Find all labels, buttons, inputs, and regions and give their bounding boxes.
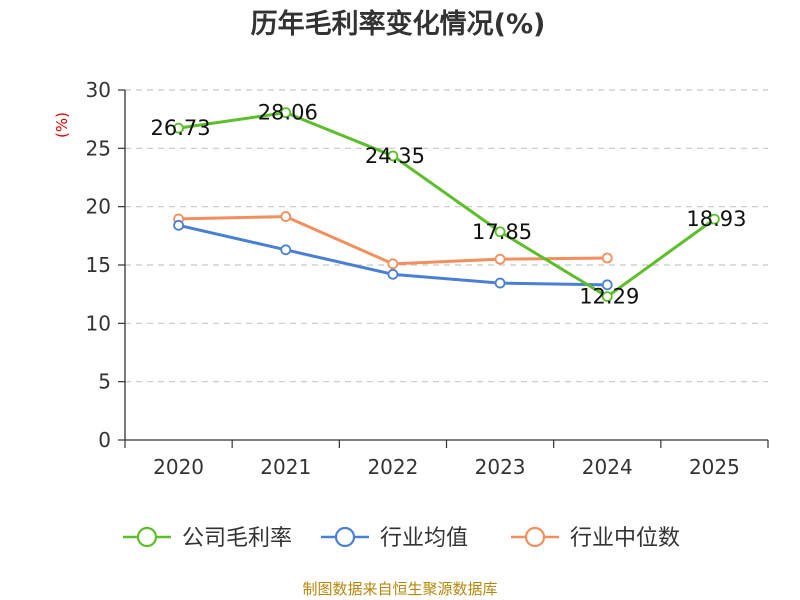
legend-marker	[334, 526, 356, 548]
y-tick-label: 10	[86, 311, 111, 335]
data-point[interactable]	[173, 219, 184, 231]
data-point[interactable]	[709, 213, 720, 225]
y-axis-ticks: 0 5 10 15 20 25 30	[86, 78, 125, 452]
data-point[interactable]	[494, 253, 506, 265]
data-labels: 26.73 28.06 24.35 17.85 12.29 18.93	[151, 101, 747, 309]
data-point[interactable]	[601, 291, 613, 303]
series-line	[178, 111, 716, 299]
legend-label: 行业中位数	[570, 526, 680, 551]
x-tick-label: 2022	[367, 455, 418, 479]
legend-item-2[interactable]: 行业中位数	[511, 526, 680, 551]
x-tick-label: 2023	[475, 455, 526, 479]
legend-label: 公司毛利率	[182, 526, 292, 551]
data-point[interactable]	[601, 279, 613, 291]
legend[interactable]: 公司毛利率 行业均值 行业中位数	[123, 526, 680, 551]
legend-label: 行业均值	[380, 526, 468, 551]
chart-title: 历年毛利率变化情况(%)	[251, 8, 546, 40]
series-layer	[173, 107, 720, 303]
data-label: 12.29	[579, 285, 639, 309]
x-axis-ticks: 2020 2021 2022 2023 2024 2025	[124, 440, 769, 479]
data-point[interactable]	[387, 258, 399, 270]
data-label: 18.93	[686, 207, 746, 231]
source-note: 制图数据来自恒生聚源数据库	[302, 580, 497, 598]
y-axis-unit-label: (%)	[53, 112, 71, 138]
data-point[interactable]	[494, 277, 506, 289]
y-tick-label: 20	[86, 195, 111, 219]
data-label: 17.85	[472, 220, 532, 244]
data-label: 26.73	[151, 116, 211, 140]
data-point[interactable]	[280, 211, 292, 222]
grid-lines	[125, 89, 768, 383]
data-point[interactable]	[280, 107, 292, 119]
y-tick-label: 30	[86, 78, 111, 102]
y-tick-label: 5	[98, 370, 111, 394]
x-tick-label: 2020	[153, 455, 204, 479]
data-point[interactable]	[173, 122, 184, 134]
data-point[interactable]	[494, 226, 506, 238]
data-point[interactable]	[280, 244, 292, 256]
series-1	[173, 219, 613, 291]
data-point[interactable]	[387, 268, 399, 280]
legend-marker	[524, 526, 546, 548]
legend-marker	[136, 526, 158, 548]
y-tick-label: 15	[86, 253, 111, 277]
x-tick-label: 2025	[689, 455, 740, 479]
y-tick-label: 0	[98, 428, 111, 452]
legend-item-0[interactable]: 公司毛利率	[123, 526, 292, 551]
legend-item-1[interactable]: 行业均值	[321, 526, 468, 551]
data-point[interactable]	[601, 252, 613, 264]
y-tick-label: 25	[86, 136, 111, 160]
series-0	[173, 107, 720, 303]
x-tick-label: 2021	[260, 455, 311, 479]
data-point[interactable]	[387, 150, 399, 162]
x-tick-label: 2024	[582, 455, 633, 479]
data-label: 28.06	[258, 101, 318, 125]
data-label: 24.35	[365, 144, 425, 168]
